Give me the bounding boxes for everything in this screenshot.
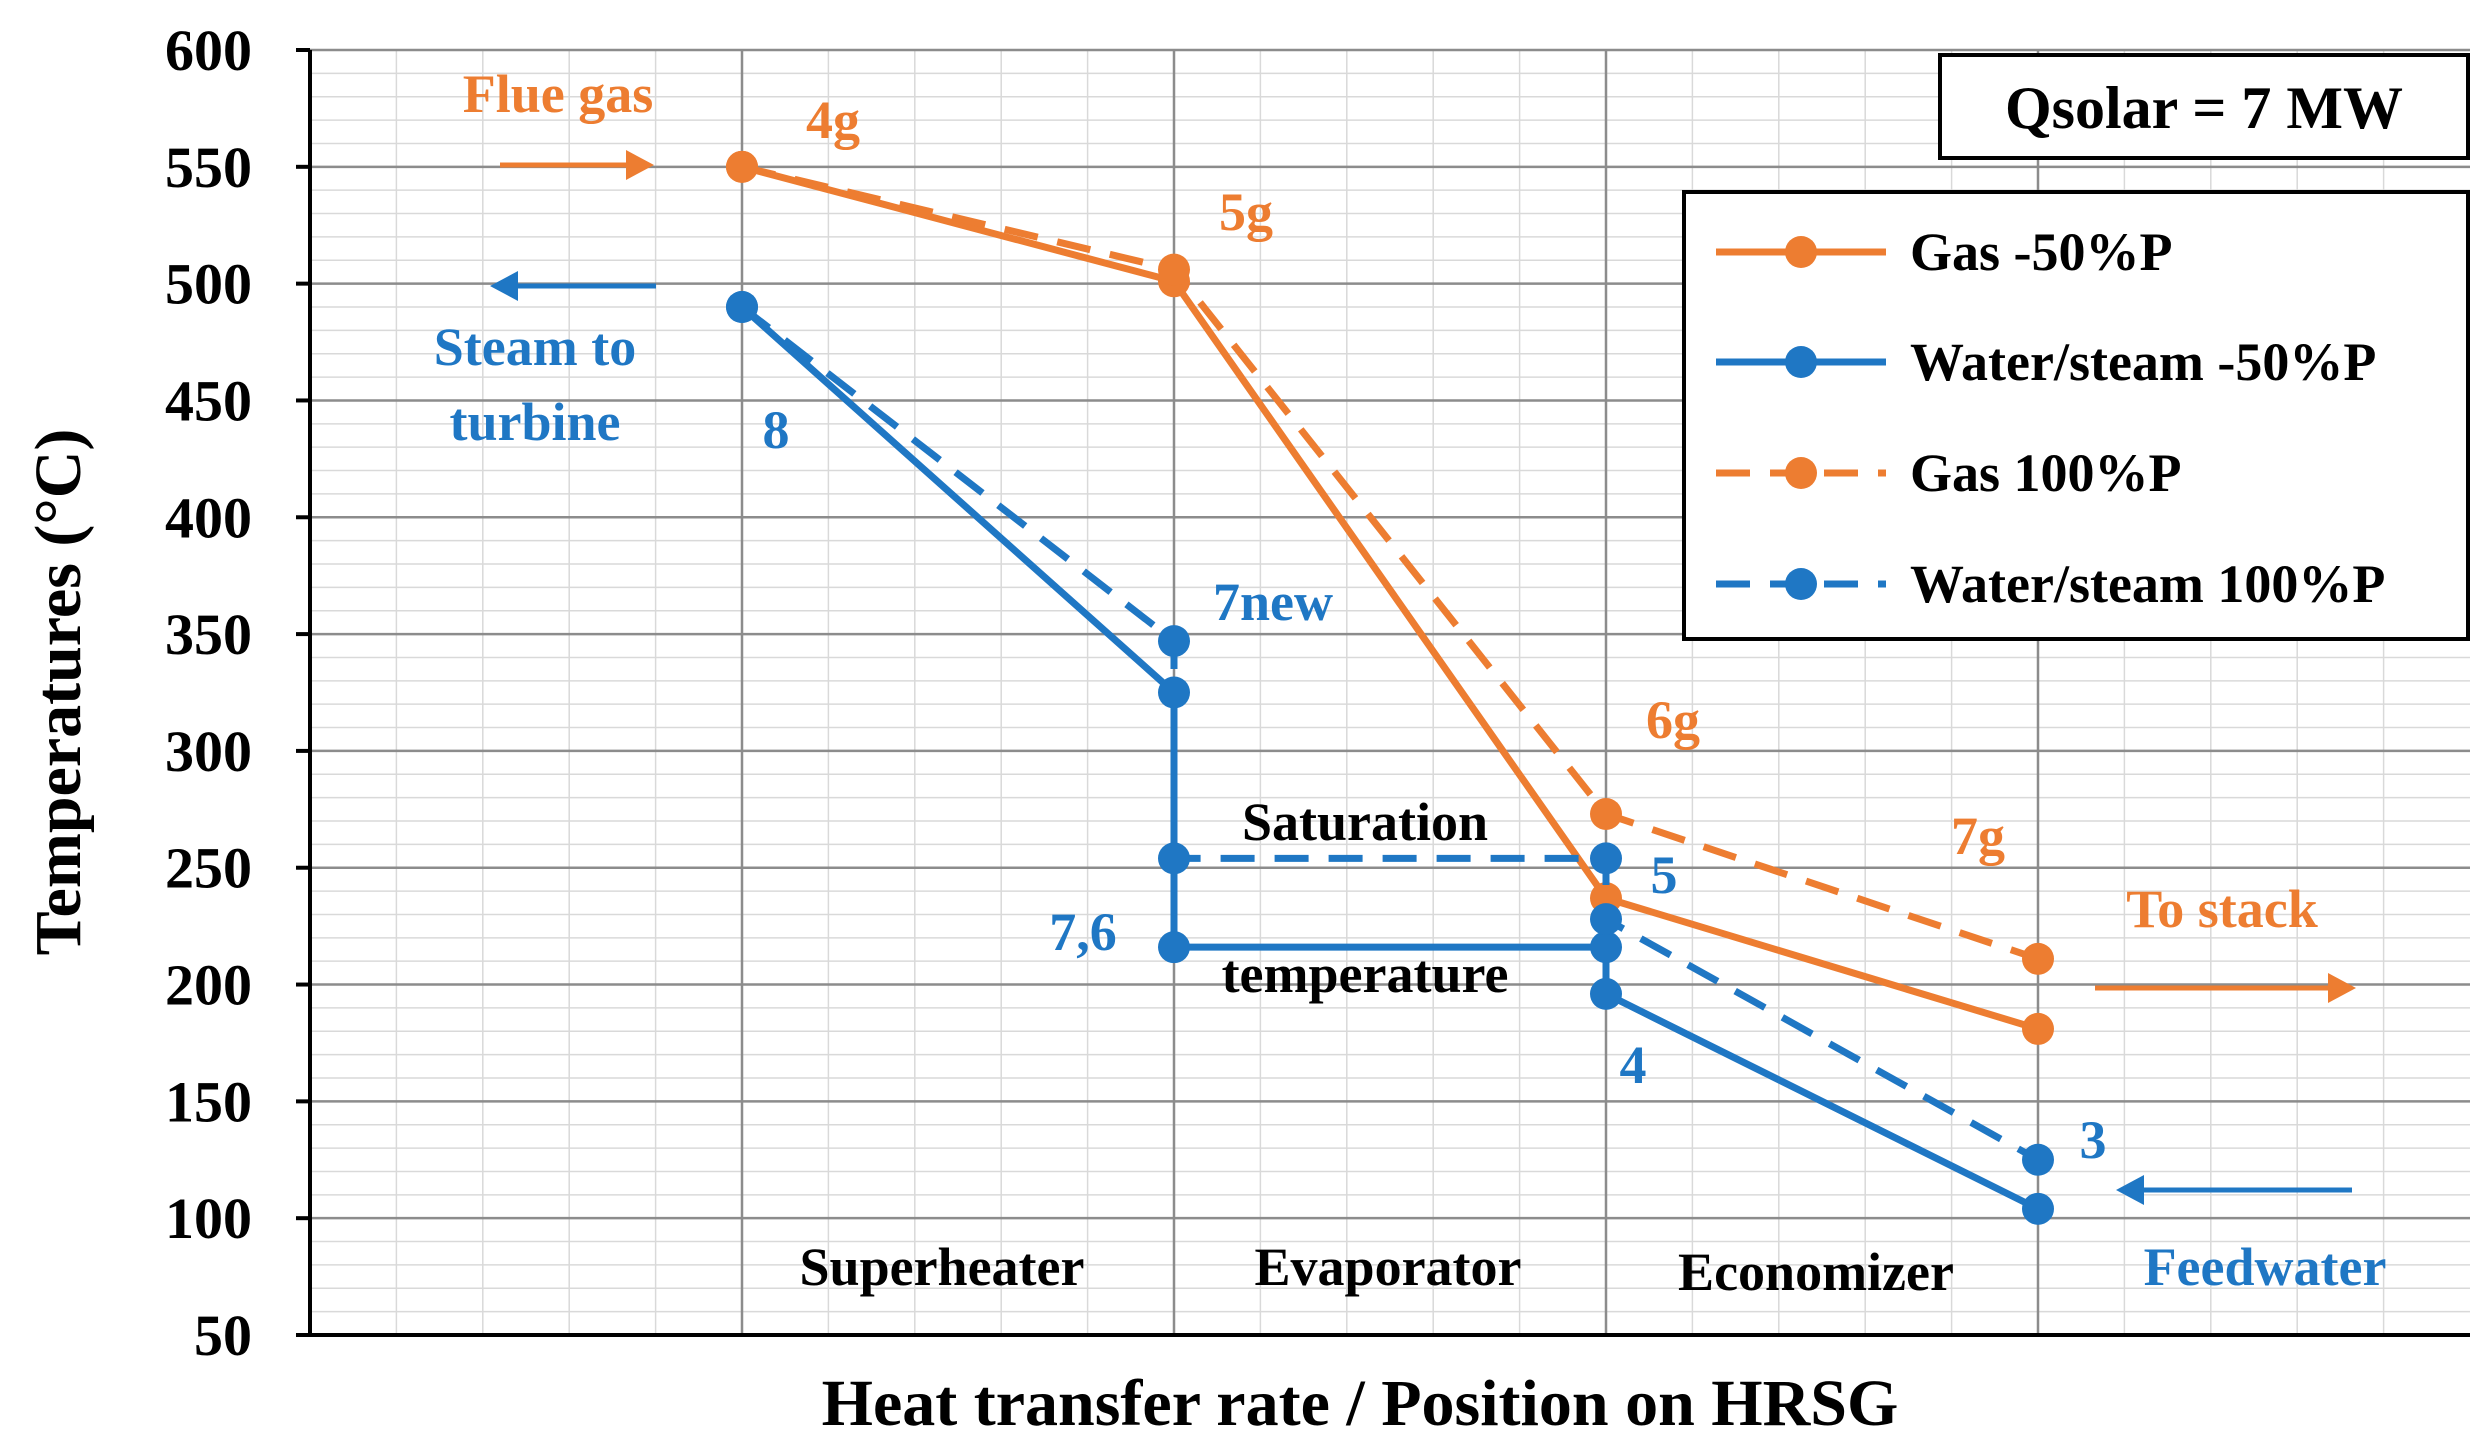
section-label-evaporator: Evaporator [1255,1237,1522,1297]
series-3 [726,150,2054,975]
point-label-4: 4 [1620,1035,1647,1095]
legend-label: Gas 100%P [1910,443,2182,503]
y-tick-label: 250 [165,836,252,901]
y-axis-label: Temperatures (°C) [22,429,95,956]
point-label-5: 5 [1651,845,1678,905]
series-line [741,163,2040,1033]
data-point [1590,842,1622,875]
steam-arrow [490,271,656,301]
point-label-7-6: 7,6 [1049,902,1117,962]
data-point [1158,931,1190,964]
flue-gas-label: Flue gas [463,64,654,124]
series-line [739,304,2040,1212]
data-point [1590,903,1622,936]
data-point [2022,1012,2054,1045]
temperature-label: temperature [1222,944,1509,1004]
turbine-label: turbine [449,392,620,452]
data-point [1158,625,1190,658]
point-label-5g: 5g [1219,182,1273,242]
legend-label: Water/steam 100%P [1910,554,2385,614]
y-tick-labels: 50 100 150 200 250 300 350 400 450 500 550 600 [165,18,310,1368]
qsolar-label: Qsolar = 7 MW [2005,75,2403,141]
y-tick-label: 300 [165,719,252,784]
section-label-economizer: Economizer [1678,1242,1954,1302]
y-tick-label: 350 [165,602,252,667]
x-axis-label: Heat transfer rate / Position on HRSG [822,1367,1899,1440]
data-point [1590,931,1622,964]
qsolar-box: Qsolar = 7 MW [1938,53,2470,160]
axes [308,50,2470,1337]
feedwater-label: Feedwater [2144,1237,2387,1297]
series-line [739,304,2040,1163]
data-point [1158,253,1190,286]
to-stack-label: To stack [2126,879,2318,939]
series-4 [726,291,2054,1176]
y-tick-label: 200 [165,953,252,1018]
series-line [741,163,2040,963]
section-label-superheater: Superheater [800,1237,1085,1297]
legend-swatch-marker [1785,457,1817,489]
data-point [1590,797,1622,830]
y-tick-label: 500 [165,252,252,317]
point-label-7g: 7g [1951,806,2005,866]
data-point [2022,1143,2054,1176]
point-label-3: 3 [2080,1110,2107,1170]
data-point [726,150,758,183]
y-tick-label: 100 [165,1186,252,1251]
y-tick-label: 600 [165,18,252,83]
legend-swatch-marker [1785,346,1817,378]
saturation-label: Saturation [1242,792,1488,852]
series-layer [726,150,2054,1225]
legend-swatch-marker [1785,236,1817,268]
data-point [1158,842,1190,875]
to-stack-arrow [2095,973,2356,1003]
feedwater-arrow [2116,1175,2352,1205]
y-tick-label: 150 [165,1069,252,1134]
data-point [2022,1192,2054,1225]
legend-label: Water/steam -50%P [1910,332,2376,392]
point-label-8: 8 [763,400,790,460]
y-tick-label: 400 [165,485,252,550]
point-label-7new: 7new [1213,572,1333,632]
point-label-4g: 4g [806,90,860,150]
legend: Gas -50%P Water/steam -50%P Gas 100%P Water… [1682,190,2470,641]
y-tick-label: 450 [165,368,252,433]
legend-swatch-marker [1785,568,1817,600]
data-point [2022,942,2054,975]
flue-gas-arrow [500,150,654,180]
data-point [1590,977,1622,1010]
steam-to-label: Steam to [434,317,636,377]
legend-label: Gas -50%P [1910,222,2173,282]
y-tick-label: 550 [165,135,252,200]
data-point [726,291,758,323]
y-tick-label: 50 [194,1303,252,1368]
point-label-6g: 6g [1646,690,1700,750]
